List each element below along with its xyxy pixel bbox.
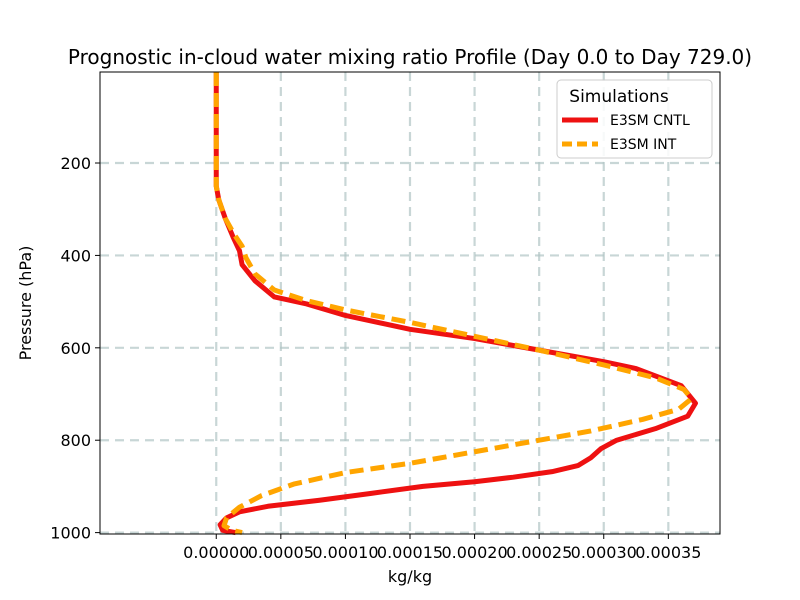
y-tick-label: 400 bbox=[60, 246, 91, 265]
y-tick-label: 600 bbox=[60, 339, 91, 358]
y-tick-label: 1000 bbox=[50, 524, 91, 543]
x-tick-label: 0.00025 bbox=[506, 543, 572, 562]
chart-title: Prognostic in-cloud water mixing ratio P… bbox=[68, 45, 752, 69]
x-axis-label: kg/kg bbox=[388, 567, 432, 586]
legend-box bbox=[556, 79, 713, 159]
legend-label-e3sm-int: E3SM INT bbox=[610, 137, 677, 153]
series-layer bbox=[213, 72, 698, 536]
y-tick-label: 800 bbox=[60, 431, 91, 450]
series-line-e3sm-int bbox=[213, 72, 695, 536]
tick-layer: 0.000000.000050.000100.000150.000200.000… bbox=[50, 154, 701, 562]
x-tick-label: 0.00035 bbox=[635, 543, 701, 562]
legend-label-e3sm-cntl: E3SM CNTL bbox=[610, 113, 690, 129]
y-axis-label: Pressure (hPa) bbox=[16, 246, 35, 361]
x-tick-label: 0.00030 bbox=[571, 543, 637, 562]
x-tick-label: 0.00010 bbox=[312, 543, 378, 562]
legend-title: Simulations bbox=[569, 87, 669, 107]
x-tick-label: 0.00000 bbox=[183, 543, 249, 562]
x-tick-label: 0.00015 bbox=[377, 543, 443, 562]
y-tick-label: 200 bbox=[60, 154, 91, 173]
legend: Simulations E3SM CNTL E3SM INT bbox=[556, 79, 713, 159]
x-tick-label: 0.00005 bbox=[248, 543, 314, 562]
x-tick-label: 0.00020 bbox=[441, 543, 507, 562]
